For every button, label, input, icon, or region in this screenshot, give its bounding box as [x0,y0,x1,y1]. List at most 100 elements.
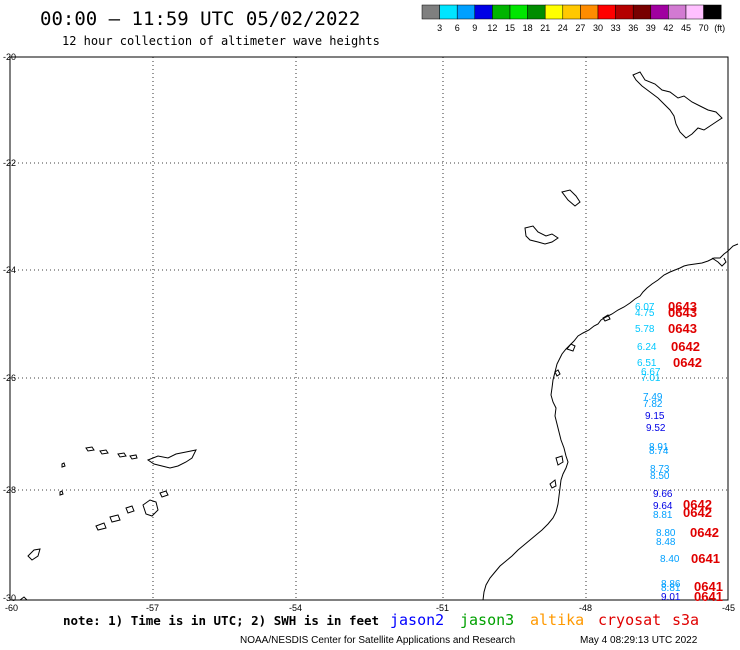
colorbar-legend: 3 6 9 12 15 18 21 24 27 30 33 36 39 42 45 70 (ft) [421,4,725,33]
swh-value: 8.81 [653,510,673,521]
colorbar-label: 15 [505,23,515,33]
swh-value: 8.86 [661,579,681,590]
colorbar-swatch [685,4,704,20]
footer-agency: NOAA/NESDIS Center for Satellite Applica… [240,635,515,646]
lat-label: -20 [3,52,16,62]
swh-value: 8.74 [649,446,669,457]
colorbar-label: 33 [611,23,621,33]
colorbar-swatch [597,4,616,20]
pass-time: 0642 [683,505,712,520]
pass-time: 0642 [690,525,719,540]
map-subtitle: 12 hour collection of altimeter wave hei… [62,34,380,48]
colorbar-swatch [456,4,476,20]
colorbar-swatch [580,4,599,20]
swh-value: 8.91 [649,442,669,453]
swh-value: 9.64 [653,501,673,512]
colorbar-label: 18 [523,23,533,33]
coastline [18,71,739,601]
pass-time: 0641 [694,589,723,604]
pass-time: 0642 [683,497,712,512]
lat-label: -30 [3,593,16,603]
swh-value: 6.67 [641,367,661,378]
swh-value: 8.73 [650,464,670,475]
colorbar-label: 24 [558,23,568,33]
pass-time-labels: 0643064306430642064206420642064206410641… [668,299,723,604]
swh-value: 8.40 [660,554,680,565]
swh-value: 8.80 [656,528,676,539]
swh-value: 5.78 [635,324,655,335]
latitude-labels: -20 -22 -24 -26 -28 -30 [3,52,16,603]
swh-value: 7.01 [641,373,661,384]
lon-label: -57 [146,603,159,613]
lon-label: -45 [722,603,735,613]
colorbar-swatch [703,4,722,20]
satellite-legend-jason3: jason3 [460,611,514,629]
colorbar-swatch [509,4,528,20]
satellite-legend-s3a: s3a [672,611,699,629]
lon-label: -48 [579,603,592,613]
swh-value: 9.66 [653,489,673,500]
colorbar-label: 70 [699,23,709,33]
colorbar-swatch [439,4,458,20]
lon-label: -54 [289,603,302,613]
colorbar-label: 36 [628,23,638,33]
swh-value: 6.07 [635,302,655,313]
swh-value: 7.49 [643,392,663,403]
colorbar-unit: (ft) [714,23,725,33]
swh-value: 7.82 [643,399,663,410]
pass-time: 0642 [673,355,702,370]
satellite-legend-altika: altika [530,611,584,629]
colorbar-label: 21 [540,23,550,33]
swh-value: 9.52 [646,423,666,434]
satellite-legend: jason2 jason3 altika cryosat s3a [390,611,699,629]
lon-label: -60 [5,603,18,613]
swh-value: 6.51 [637,358,657,369]
footer-timestamp: May 4 08:29:13 UTC 2022 [580,635,698,646]
colorbar-label: 42 [663,23,673,33]
graticule [10,57,728,600]
colorbar-label: 30 [593,23,603,33]
longitude-labels: -60 -57 -54 -51 -48 -45 [5,603,735,613]
colorbar-swatch [544,4,564,20]
satellite-legend-jason2: jason2 [390,611,444,629]
lon-label: -51 [436,603,449,613]
colorbar-label: 9 [472,23,477,33]
colorbar-label: 39 [646,23,656,33]
pass-time: 0641 [691,551,720,566]
colorbar-swatch [421,4,440,20]
swh-value: 9.01 [661,592,681,603]
colorbar-swatch [474,4,493,20]
swh-value: 9.15 [645,411,665,422]
map-title: 00:00 – 11:59 UTC 05/02/2022 [40,8,360,30]
satellite-legend-cryosat: cryosat [598,611,661,629]
pass-time: 0643 [668,321,697,336]
colorbar-swatch [562,4,581,20]
pass-time: 0641 [694,579,723,594]
note-text: note: 1) Time is in UTC; 2) SWH is in fe… [63,613,379,628]
wave-height-observations: 6.074.75 5.78 6.24 6.516.677.01 7.497.829.15… [635,302,681,603]
colorbar-swatch [668,4,687,20]
pass-time: 0642 [671,339,700,354]
colorbar-swatch [650,4,669,20]
colorbar-label: 12 [487,23,497,33]
colorbar-swatch [615,4,634,20]
swh-value: 4.75 [635,308,655,319]
swh-value: 8.50 [650,471,670,482]
colorbar-label: 6 [455,23,460,33]
swh-value: 8.48 [656,537,676,548]
pass-time: 0643 [668,299,697,314]
lat-label: -26 [3,373,16,383]
colorbar-label: 45 [681,23,691,33]
swh-value: 8.81 [661,583,681,594]
lat-label: -28 [3,485,16,495]
swh-value: 6.24 [637,342,657,353]
colorbar-swatch [492,4,511,20]
colorbar-label: 27 [575,23,585,33]
lat-label: -22 [3,158,16,168]
colorbar-swatch [632,4,652,20]
map-frame [9,56,729,601]
pass-time: 0643 [668,305,697,320]
colorbar-swatch [527,4,546,20]
lat-label: -24 [3,265,16,275]
